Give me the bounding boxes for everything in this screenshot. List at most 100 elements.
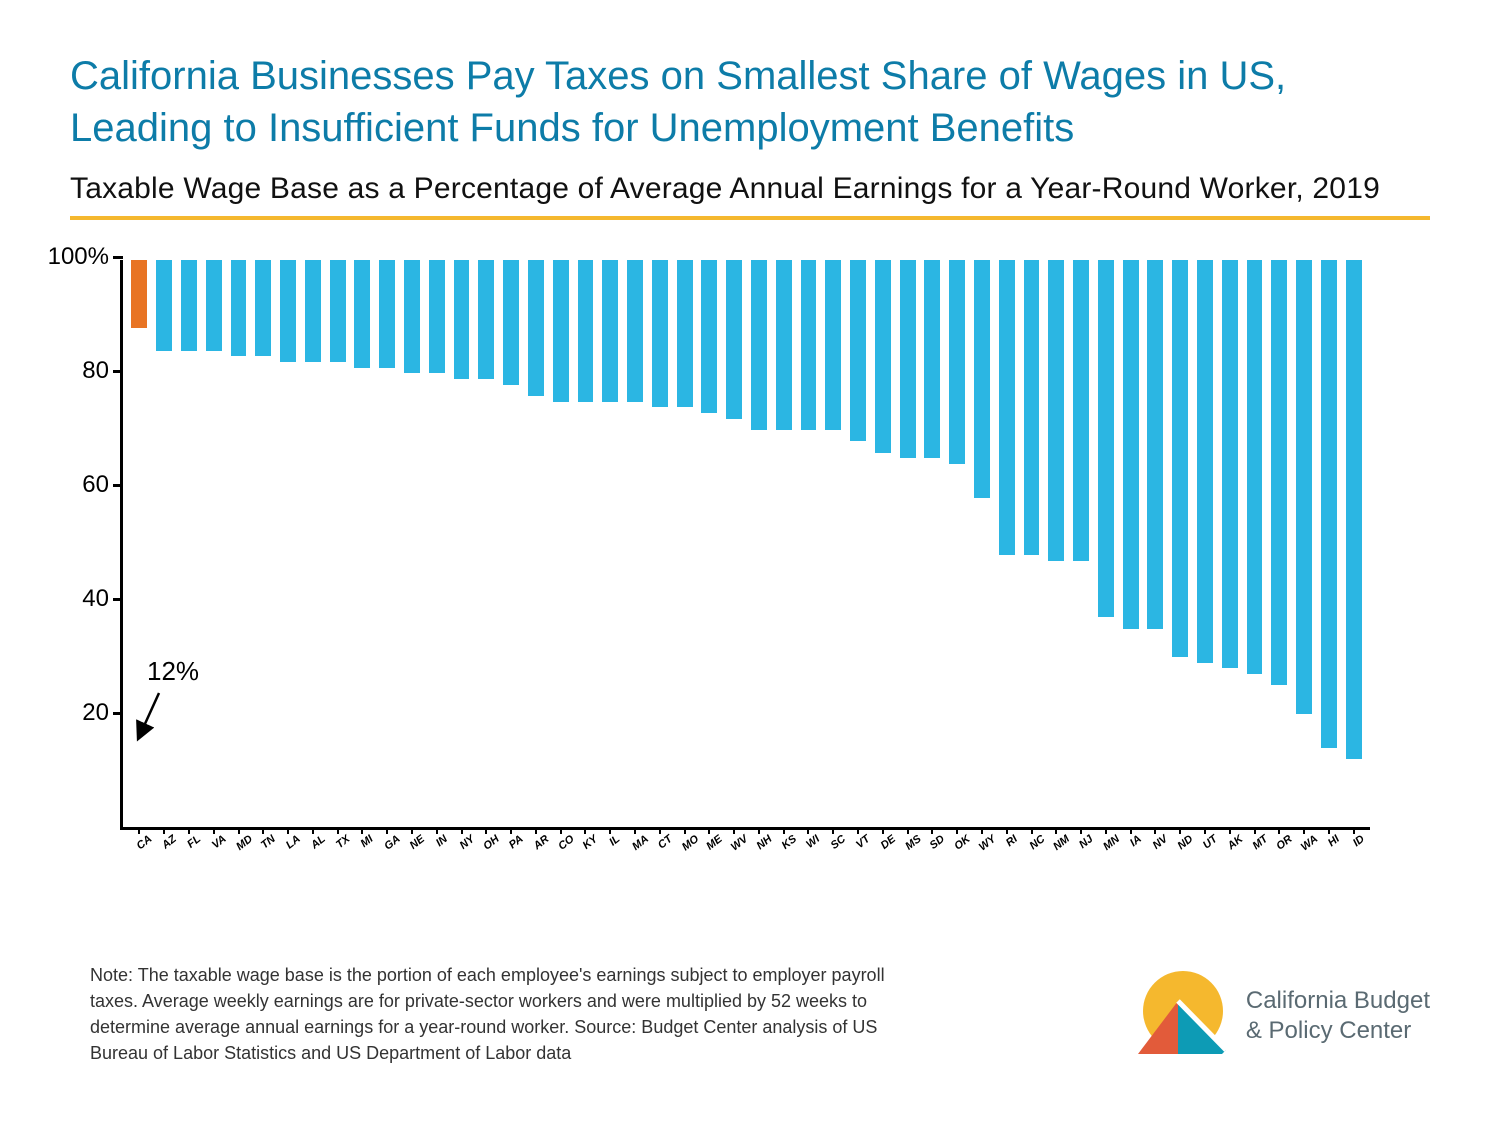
bar-slot: KY bbox=[573, 260, 598, 827]
x-tick-mark bbox=[312, 827, 314, 834]
x-tick-mark bbox=[659, 827, 661, 834]
bar bbox=[1172, 260, 1188, 657]
x-tick-mark bbox=[684, 827, 686, 834]
x-tick-mark bbox=[262, 827, 264, 834]
x-tick-label: KY bbox=[581, 833, 600, 852]
x-tick-mark bbox=[931, 827, 933, 834]
x-tick-mark bbox=[188, 827, 190, 834]
x-tick-label: AR bbox=[531, 833, 551, 852]
bar-slot: ME bbox=[697, 260, 722, 827]
x-tick-label: WA bbox=[1299, 833, 1320, 853]
bar-slot: MI bbox=[350, 260, 375, 827]
bar bbox=[974, 260, 990, 498]
x-tick-label: TX bbox=[334, 833, 352, 851]
x-tick-label: NH bbox=[754, 833, 774, 852]
bar-slot: LA bbox=[276, 260, 301, 827]
x-tick-mark bbox=[1254, 827, 1256, 834]
bar-slot: KS bbox=[771, 260, 796, 827]
bar-slot: MO bbox=[672, 260, 697, 827]
x-tick-mark bbox=[485, 827, 487, 834]
x-tick-label: OK bbox=[952, 833, 972, 853]
x-tick-mark bbox=[386, 827, 388, 834]
bars-container: CAAZFLVAMDTNLAALTXMIGANEINNYOHPAARCOKYIL… bbox=[123, 260, 1370, 827]
x-tick-mark bbox=[560, 827, 562, 834]
brand-logo-icon bbox=[1128, 966, 1228, 1066]
x-tick-mark bbox=[981, 827, 983, 834]
x-tick-mark bbox=[510, 827, 512, 834]
bar bbox=[181, 260, 197, 351]
bar bbox=[1346, 260, 1362, 759]
x-tick-label: NM bbox=[1051, 833, 1072, 853]
brand-lockup: California Budget & Policy Center bbox=[1128, 966, 1430, 1066]
bar bbox=[1197, 260, 1213, 663]
bar bbox=[454, 260, 470, 379]
x-tick-label: MS bbox=[903, 833, 923, 853]
brand-line-1: California Budget bbox=[1246, 986, 1430, 1016]
chart-title: California Businesses Pay Taxes on Small… bbox=[70, 50, 1430, 154]
x-tick-label: HI bbox=[1326, 833, 1342, 849]
bar bbox=[999, 260, 1015, 555]
bar bbox=[627, 260, 643, 402]
bar bbox=[503, 260, 519, 385]
bar-slot: ID bbox=[1341, 260, 1366, 827]
bar bbox=[1296, 260, 1312, 714]
bar bbox=[602, 260, 618, 402]
bar-slot: OR bbox=[1267, 260, 1292, 827]
x-tick-mark bbox=[436, 827, 438, 834]
x-tick-mark bbox=[287, 827, 289, 834]
bar bbox=[1098, 260, 1114, 617]
bar bbox=[1247, 260, 1263, 674]
x-tick-label: NC bbox=[1027, 833, 1047, 852]
bar-slot: UT bbox=[1193, 260, 1218, 827]
bar bbox=[131, 260, 147, 328]
x-tick-mark bbox=[138, 827, 140, 834]
bar bbox=[726, 260, 742, 419]
bar bbox=[652, 260, 668, 407]
bar-slot: WY bbox=[970, 260, 995, 827]
bar bbox=[379, 260, 395, 368]
bar-slot: IL bbox=[598, 260, 623, 827]
x-tick-label: NE bbox=[408, 833, 427, 852]
bar-slot: MT bbox=[1242, 260, 1267, 827]
x-tick-label: OR bbox=[1275, 833, 1295, 853]
x-tick-mark bbox=[1130, 827, 1132, 834]
x-tick-mark bbox=[832, 827, 834, 834]
x-tick-label: UT bbox=[1201, 833, 1220, 851]
bar bbox=[553, 260, 569, 402]
bar-slot: OH bbox=[474, 260, 499, 827]
bar-slot: NV bbox=[1143, 260, 1168, 827]
x-tick-mark bbox=[337, 827, 339, 834]
bar bbox=[354, 260, 370, 368]
bar-slot: AL bbox=[300, 260, 325, 827]
x-tick-mark bbox=[1353, 827, 1355, 834]
x-tick-mark bbox=[1204, 827, 1206, 834]
bar bbox=[231, 260, 247, 356]
x-tick-label: WY bbox=[977, 833, 998, 853]
bar-slot: WI bbox=[796, 260, 821, 827]
bar bbox=[1123, 260, 1139, 629]
x-tick-label: ND bbox=[1176, 833, 1196, 852]
x-tick-label: WV bbox=[729, 833, 750, 853]
x-tick-label: IA bbox=[1127, 833, 1143, 849]
x-tick-mark bbox=[1328, 827, 1330, 834]
x-tick-mark bbox=[1006, 827, 1008, 834]
plot-area: 12% CAAZFLVAMDTNLAALTXMIGANEINNYOHPAARCO… bbox=[120, 260, 1370, 830]
bar bbox=[1073, 260, 1089, 561]
divider-rule bbox=[70, 216, 1430, 220]
x-tick-mark bbox=[1031, 827, 1033, 834]
x-tick-mark bbox=[163, 827, 165, 834]
bar-slot: DE bbox=[870, 260, 895, 827]
x-tick-label: RI bbox=[1004, 833, 1020, 849]
bar-slot: VA bbox=[201, 260, 226, 827]
x-tick-mark bbox=[1105, 827, 1107, 834]
bar bbox=[1222, 260, 1238, 668]
bar bbox=[528, 260, 544, 396]
x-tick-mark bbox=[708, 827, 710, 834]
x-tick-mark bbox=[1229, 827, 1231, 834]
bar-slot: RI bbox=[994, 260, 1019, 827]
bar bbox=[677, 260, 693, 407]
bar-slot: GA bbox=[375, 260, 400, 827]
bar-slot: PA bbox=[499, 260, 524, 827]
x-tick-label: MN bbox=[1101, 833, 1122, 853]
y-tick-label: 20 bbox=[82, 699, 123, 727]
